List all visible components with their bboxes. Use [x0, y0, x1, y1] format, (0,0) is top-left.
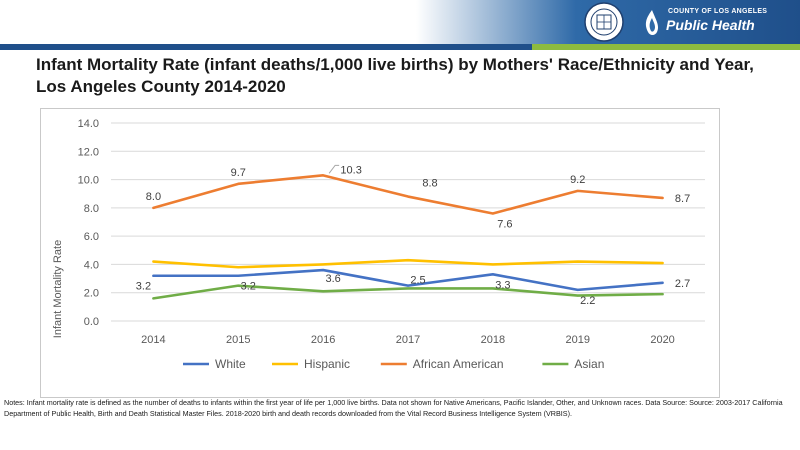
legend-label: African American	[413, 357, 504, 371]
y-axis-title: Infant Mortality Rate	[52, 240, 64, 338]
footnote-notes: Notes: Infant mortality rate is defined …	[4, 398, 783, 418]
legend-label: White	[215, 357, 246, 371]
legend: White Hispanic African American Asian	[183, 357, 604, 371]
data-label: 10.3	[340, 164, 361, 176]
label-leader-line	[328, 164, 340, 174]
x-tick-label: 2020	[650, 334, 674, 346]
data-label: 9.2	[570, 174, 585, 186]
flame-icon	[645, 10, 659, 35]
logo-county-text: COUNTY OF LOS ANGELES	[668, 8, 768, 15]
x-axis: 2014 2015 2016 2017 2018 2019 2020	[141, 334, 675, 346]
series-line-african-american	[152, 174, 664, 215]
y-tick-label: 6.0	[84, 231, 99, 243]
data-label: 3.3	[495, 279, 510, 291]
series-line-asian	[152, 284, 664, 300]
data-label: 8.7	[675, 193, 690, 205]
data-labels: 3.2 3.2 3.6 2.5 3.3 2.2 2.7 8.0 9.7 10.3 8.8 7.6 9.2…	[136, 164, 690, 307]
data-label: 9.7	[231, 167, 246, 179]
x-tick-label: 2019	[565, 334, 589, 346]
y-tick-label: 10.0	[78, 175, 99, 187]
y-tick-label: 0.0	[84, 316, 99, 328]
x-tick-label: 2018	[481, 334, 505, 346]
header-bar	[0, 0, 800, 44]
data-label: 3.2	[136, 281, 151, 293]
header-stripe-green	[532, 44, 800, 50]
series-line-white	[152, 268, 664, 292]
header-stripe-blue	[0, 44, 532, 50]
logo-public-health-text: Public Health	[666, 17, 755, 33]
legend-label: Asian	[574, 357, 604, 371]
data-label: 2.2	[580, 295, 595, 307]
chart-frame: 0.0 2.0 4.0 6.0 8.0 10.0 12.0 14.0 2014 2015 2016…	[40, 108, 720, 398]
y-tick-label: 8.0	[84, 203, 99, 215]
data-label: 3.2	[241, 281, 256, 293]
y-tick-label: 14.0	[78, 118, 99, 130]
series-line-hispanic	[152, 258, 664, 269]
x-tick-label: 2017	[396, 334, 420, 346]
data-label: 7.6	[497, 219, 512, 231]
chart-title: Infant Mortality Rate (infant deaths/1,0…	[36, 55, 754, 96]
data-label: 8.0	[146, 191, 161, 203]
data-label: 8.8	[422, 178, 437, 190]
x-tick-label: 2016	[311, 334, 335, 346]
legend-label: Hispanic	[304, 357, 350, 371]
data-label: 2.7	[675, 278, 690, 290]
y-axis: 0.0 2.0 4.0 6.0 8.0 10.0 12.0 14.0	[78, 118, 99, 328]
y-tick-label: 4.0	[84, 259, 99, 271]
public-health-logo: COUNTY OF LOS ANGELES Public Health	[640, 6, 800, 40]
line-chart: 0.0 2.0 4.0 6.0 8.0 10.0 12.0 14.0 2014 2015 2016…	[52, 118, 705, 371]
data-label: 2.5	[410, 275, 425, 287]
data-label: 3.6	[325, 273, 340, 285]
county-seal-icon	[584, 2, 624, 42]
x-tick-label: 2014	[141, 334, 165, 346]
y-tick-label: 2.0	[84, 288, 99, 300]
series-lines	[152, 174, 664, 300]
y-tick-label: 12.0	[78, 146, 99, 158]
x-tick-label: 2015	[226, 334, 250, 346]
